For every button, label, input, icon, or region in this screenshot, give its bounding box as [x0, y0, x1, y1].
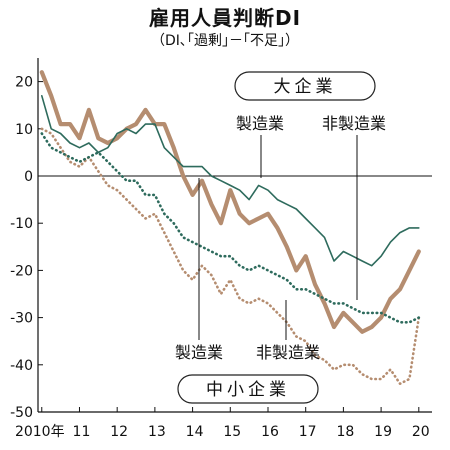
- y-tick-label: 20: [15, 75, 33, 91]
- y-tick-label: -30: [10, 311, 33, 327]
- group-label-large: 大企業: [274, 77, 337, 97]
- label-large-nonmanufacturing: 非製造業: [322, 114, 386, 133]
- x-tick-label: 2010年: [15, 424, 65, 440]
- chart-subtitle: （DI､｢過剰｣－｢不足｣）: [151, 33, 299, 49]
- series-line-2: [41, 95, 420, 267]
- x-tick-label: 13: [148, 424, 166, 440]
- group-label-large-box: [234, 71, 376, 101]
- x-tick-label: 16: [261, 424, 279, 440]
- group-label-small-box: [177, 374, 319, 404]
- y-tick-label: -40: [10, 358, 33, 374]
- x-tick-label: 12: [110, 424, 128, 440]
- axes: 20 10 0 -10 -20 -30 -40 -50 2010年 11 12 13 14 15 16 17 1…: [10, 58, 432, 440]
- x-tick-label: 20: [412, 424, 430, 440]
- series-line-1: [39, 70, 421, 334]
- group-label-small: 中小企業: [206, 380, 290, 400]
- y-tick-label: 0: [24, 169, 33, 185]
- label-small-manufacturing: 製造業: [175, 343, 223, 362]
- y-tick-label: 10: [15, 122, 33, 138]
- y-tick-label: -50: [10, 405, 33, 421]
- label-small-nonmanufacturing: 非製造業: [256, 343, 320, 362]
- x-tick-label: 15: [223, 424, 241, 440]
- y-tick-label: -20: [10, 263, 33, 279]
- label-large-manufacturing: 製造業: [236, 114, 284, 133]
- x-tick-label: 11: [73, 424, 91, 440]
- x-tick-label: 18: [336, 424, 354, 440]
- x-tick-label: 14: [186, 424, 204, 440]
- x-tick-label: 17: [299, 424, 317, 440]
- series-line-3: [40, 127, 421, 385]
- series-line-4: [40, 132, 421, 324]
- y-tick-label: -10: [10, 216, 33, 232]
- chart-title: 雇用人員判断DI: [148, 6, 302, 30]
- x-tick-label: 19: [374, 424, 392, 440]
- series-lines: [39, 70, 421, 385]
